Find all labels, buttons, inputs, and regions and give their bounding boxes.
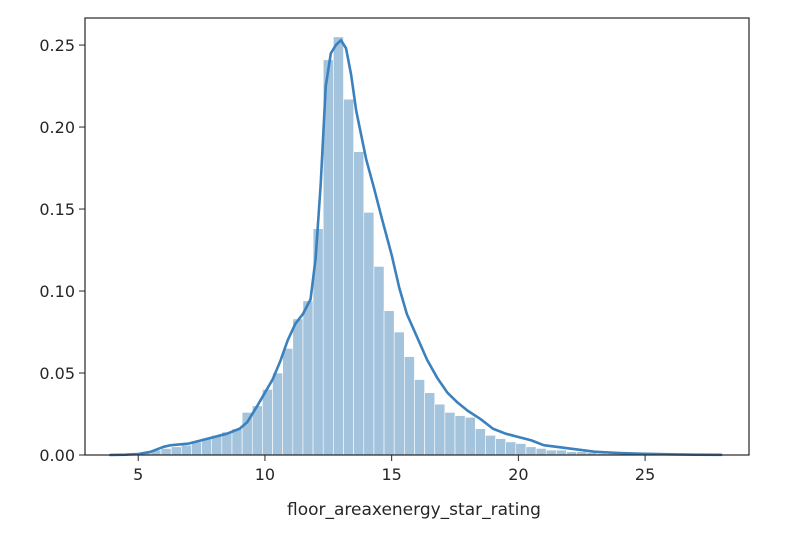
histogram-bar [464, 416, 476, 456]
plot-frame [84, 17, 750, 456]
histogram-bar [181, 444, 192, 456]
histogram-bar [404, 356, 415, 456]
histogram-bar [535, 448, 547, 456]
x-tick-label: 15 [381, 465, 401, 484]
y-tick-label: 0.05 [39, 364, 75, 383]
histogram-bar [302, 300, 314, 456]
x-axis: 5 10 15 20 25 [133, 455, 655, 484]
histogram-bars [110, 36, 719, 456]
y-tick-label: 0.15 [39, 200, 75, 219]
y-tick-label: 0.00 [39, 446, 75, 465]
x-tick-label: 10 [255, 465, 275, 484]
histogram-bar [292, 318, 304, 456]
histogram-bar [505, 441, 517, 456]
histogram-bar [424, 392, 436, 456]
histogram-bar [282, 348, 294, 456]
histogram-bar [160, 448, 172, 456]
histogram-bar [414, 379, 425, 456]
histogram-bar [434, 403, 446, 456]
kde-curve [109, 38, 723, 457]
histogram-bar [525, 446, 537, 456]
y-tick-label: 0.10 [39, 282, 75, 301]
histogram-bar [231, 428, 243, 456]
histogram-bar [170, 446, 182, 456]
histogram-bar [262, 389, 273, 456]
y-axis: 0.00 0.05 0.10 0.15 0.20 0.25 [39, 36, 85, 465]
histogram-bar [454, 415, 466, 456]
x-axis-label: floor_areaxenergy_star_rating [287, 500, 541, 520]
histogram-bar [495, 438, 507, 456]
histogram-bar [373, 266, 385, 456]
histogram-bar [393, 331, 405, 456]
histogram-bar [545, 449, 557, 456]
x-tick-label: 25 [635, 465, 655, 484]
x-tick-label: 5 [133, 465, 143, 484]
histogram-bar [343, 98, 354, 456]
histogram-bar [333, 36, 344, 456]
histogram-bar [353, 151, 365, 456]
histogram-bar [485, 435, 496, 456]
histogram-bar [556, 449, 567, 456]
histogram-bar [444, 412, 456, 456]
histogram-bar [191, 441, 202, 456]
y-tick-label: 0.20 [39, 118, 75, 137]
histogram-bar [272, 372, 283, 456]
histogram-bar [363, 212, 375, 456]
x-tick-label: 20 [508, 465, 528, 484]
histogram-bar [515, 443, 527, 456]
histogram-bar [474, 428, 486, 456]
y-tick-label: 0.25 [39, 36, 75, 55]
histogram-bar [383, 310, 395, 456]
